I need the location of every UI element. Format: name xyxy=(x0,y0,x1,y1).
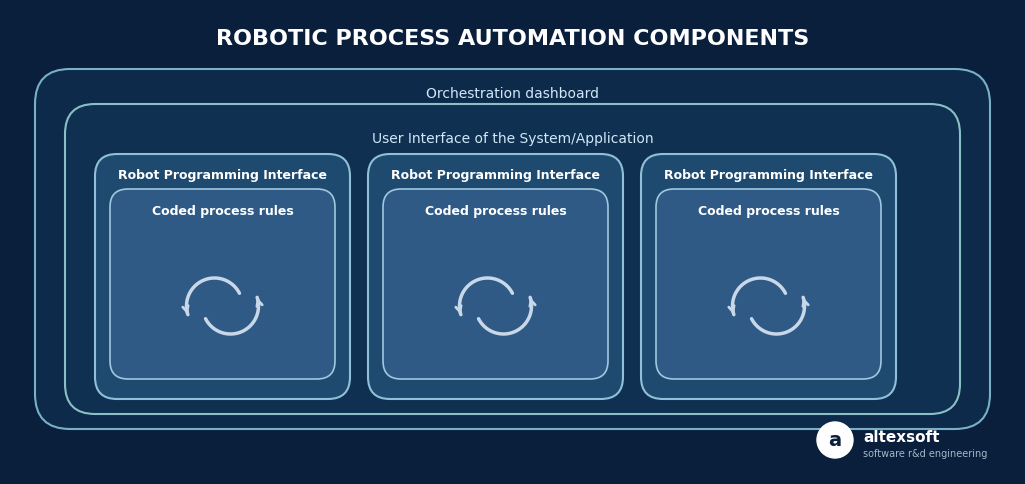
FancyBboxPatch shape xyxy=(641,154,896,399)
Text: software r&d engineering: software r&d engineering xyxy=(863,449,987,459)
FancyBboxPatch shape xyxy=(35,69,990,429)
FancyBboxPatch shape xyxy=(368,154,623,399)
FancyBboxPatch shape xyxy=(110,189,335,379)
FancyBboxPatch shape xyxy=(65,104,960,414)
Text: Robot Programming Interface: Robot Programming Interface xyxy=(664,169,873,182)
Text: Robot Programming Interface: Robot Programming Interface xyxy=(391,169,600,182)
Text: ROBOTIC PROCESS AUTOMATION COMPONENTS: ROBOTIC PROCESS AUTOMATION COMPONENTS xyxy=(216,29,809,49)
Text: User Interface of the System/Application: User Interface of the System/Application xyxy=(372,132,653,146)
Text: Coded process rules: Coded process rules xyxy=(152,205,293,217)
FancyBboxPatch shape xyxy=(383,189,608,379)
Text: Robot Programming Interface: Robot Programming Interface xyxy=(118,169,327,182)
FancyBboxPatch shape xyxy=(656,189,882,379)
Circle shape xyxy=(817,422,853,458)
Text: altexsoft: altexsoft xyxy=(863,429,940,444)
Text: Coded process rules: Coded process rules xyxy=(424,205,567,217)
Text: Orchestration dashboard: Orchestration dashboard xyxy=(426,87,599,101)
FancyBboxPatch shape xyxy=(95,154,350,399)
Text: Coded process rules: Coded process rules xyxy=(698,205,839,217)
Text: a: a xyxy=(828,430,842,450)
